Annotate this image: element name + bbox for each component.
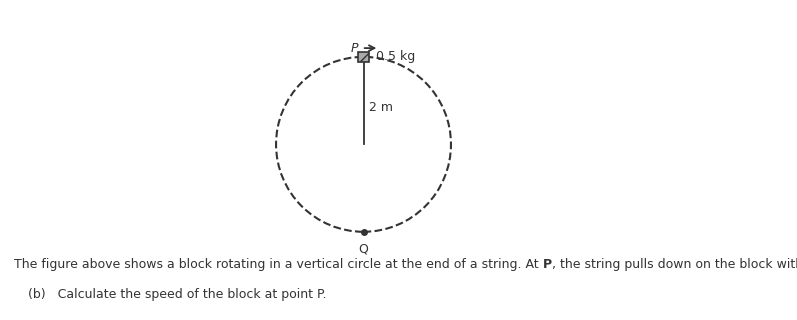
Text: P: P: [351, 42, 359, 55]
Text: P: P: [543, 258, 552, 271]
Bar: [359, 52, 369, 62]
Text: (b)   Calculate the speed of the block at point P.: (b) Calculate the speed of the block at …: [28, 288, 327, 301]
Text: 2 m: 2 m: [369, 101, 393, 114]
Text: Q: Q: [359, 242, 368, 255]
Text: 0.5 kg: 0.5 kg: [375, 50, 415, 63]
Text: The figure above shows a block rotating in a vertical circle at the end of a str: The figure above shows a block rotating …: [14, 258, 543, 271]
Text: , the string pulls down on the block with a force of 20 N: , the string pulls down on the block wit…: [552, 258, 797, 271]
